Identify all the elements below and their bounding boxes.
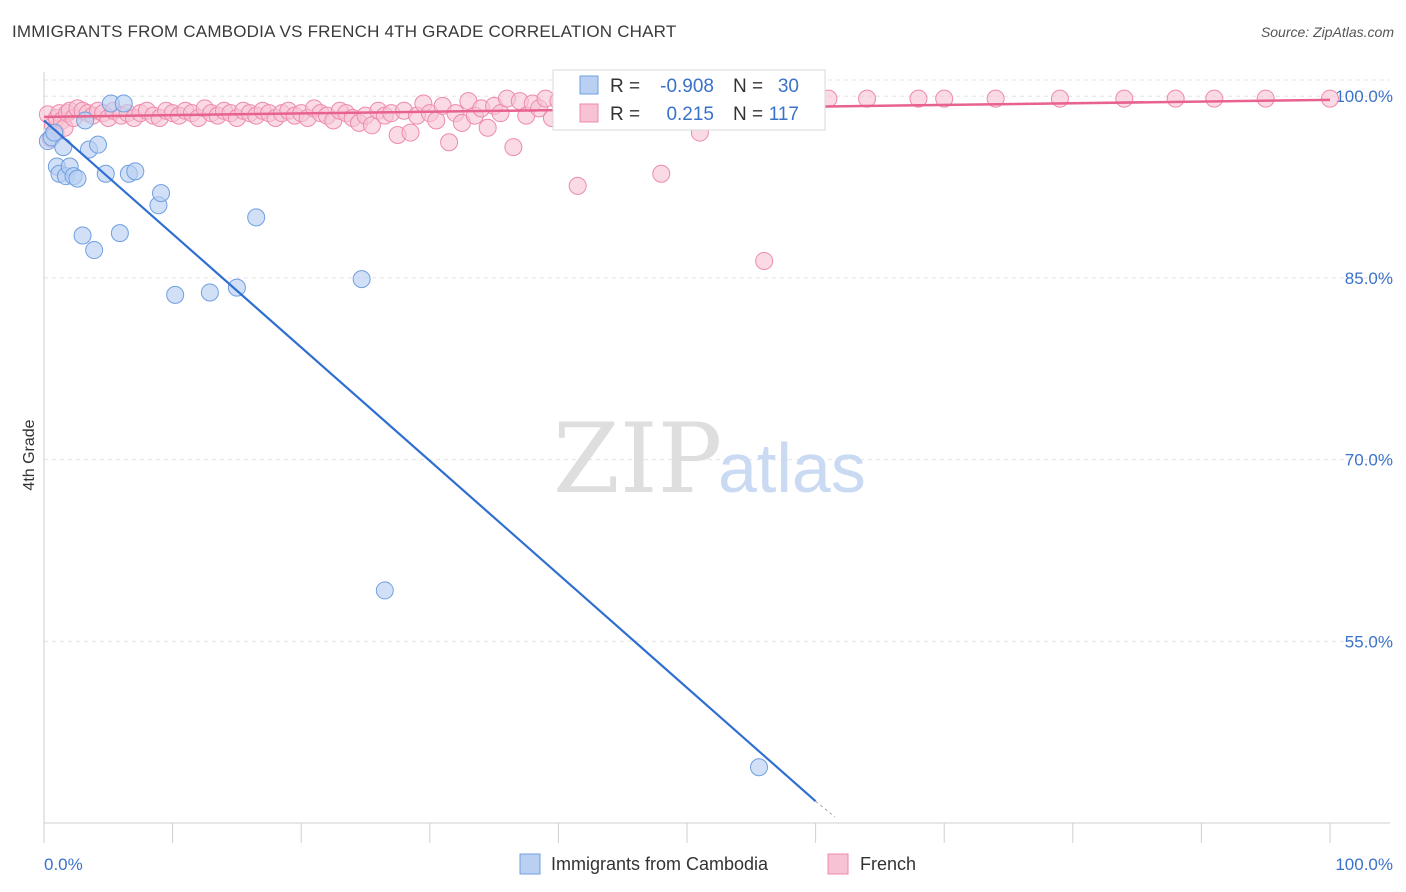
x-tick-label-max: 100.0% — [1335, 855, 1393, 874]
watermark-atlas: atlas — [718, 429, 866, 507]
legend-french-swatch — [827, 853, 849, 875]
french-point — [1321, 89, 1339, 108]
y-tick-label: 85.0% — [1345, 269, 1393, 288]
french-n-label: N = — [733, 104, 763, 125]
y-tick-label: 70.0% — [1345, 451, 1393, 470]
french-point — [478, 118, 497, 137]
y-tick-label: 100.0% — [1335, 87, 1393, 106]
gridlines — [44, 79, 1390, 642]
y-axis-label: 4th Grade — [21, 419, 38, 490]
cambodia-point — [73, 226, 92, 245]
french-point — [1205, 89, 1224, 108]
cambodia-point — [352, 270, 371, 289]
cambodia-point — [247, 208, 266, 227]
x-tick-label-min: 0.0% — [44, 855, 83, 874]
french-point — [1256, 89, 1275, 108]
french-point — [1166, 89, 1185, 108]
cambodia-n-label: N = — [733, 76, 763, 97]
cambodia-r-label: R = — [610, 76, 640, 97]
cambodia-point — [152, 184, 171, 203]
axes — [43, 72, 1390, 843]
french-point — [1115, 89, 1134, 108]
cambodia-point — [45, 123, 64, 142]
legend-cambodia-swatch — [519, 853, 541, 875]
cambodia-point — [110, 224, 129, 243]
french-point — [909, 89, 928, 108]
cambodia-point — [200, 283, 219, 302]
cambodia-point — [54, 138, 73, 157]
cambodia-trend-line — [43, 119, 817, 803]
french-point — [401, 123, 420, 142]
cambodia-point — [68, 169, 87, 188]
french-r-label: R = — [610, 104, 640, 125]
french-swatch — [579, 103, 599, 123]
cambodia-points — [38, 94, 769, 777]
cambodia-point — [89, 135, 108, 154]
cambodia-swatch — [579, 75, 599, 95]
french-point — [935, 89, 954, 108]
chart-title: IMMIGRANTS FROM CAMBODIA VS FRENCH 4TH G… — [12, 22, 677, 41]
cambodia-point — [227, 278, 246, 297]
french-r-value: 0.215 — [666, 104, 714, 125]
french-point — [652, 164, 671, 183]
cambodia-point — [85, 241, 104, 260]
watermark-zip: ZIP — [553, 403, 722, 515]
french-point — [986, 89, 1005, 108]
cambodia-r-value: -0.908 — [660, 76, 714, 97]
french-n-value: 117 — [769, 104, 799, 125]
cambodia-point — [750, 758, 769, 777]
watermark: ZIP atlas — [553, 403, 866, 515]
x-tick-labels: 0.0% 100.0% — [44, 855, 1393, 874]
y-tick-label: 55.0% — [1345, 632, 1393, 651]
french-point — [440, 133, 459, 152]
chart-source: Source: ZipAtlas.com — [1260, 24, 1394, 40]
stats-legend: R = -0.908 N = 30 R = 0.215 N = 117 — [552, 69, 826, 131]
legend-cambodia-label: Immigrants from Cambodia — [551, 854, 769, 874]
series-legend: Immigrants from Cambodia French — [519, 853, 916, 875]
cambodia-point — [126, 162, 145, 181]
legend-french-label: French — [860, 854, 916, 874]
french-point — [755, 251, 774, 270]
french-point — [858, 89, 877, 108]
cambodia-point — [114, 94, 133, 113]
french-point — [568, 176, 587, 195]
y-tick-labels: 55.0% 70.0% 85.0% 100.0% — [1335, 87, 1393, 651]
cambodia-point — [166, 285, 185, 304]
cambodia-trend-extension — [815, 800, 836, 818]
cambodia-point — [375, 581, 394, 600]
cambodia-n-value: 30 — [778, 76, 799, 97]
cambodia-point — [76, 111, 95, 130]
french-point — [504, 138, 523, 157]
